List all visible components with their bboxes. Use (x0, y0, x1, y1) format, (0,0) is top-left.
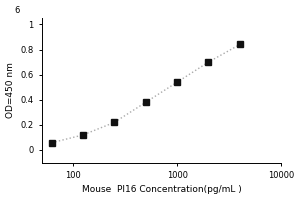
X-axis label: Mouse  PI16 Concentration(pg/mL ): Mouse PI16 Concentration(pg/mL ) (82, 185, 242, 194)
Y-axis label: OD=450 nm: OD=450 nm (6, 62, 15, 118)
Text: 6: 6 (14, 6, 20, 15)
